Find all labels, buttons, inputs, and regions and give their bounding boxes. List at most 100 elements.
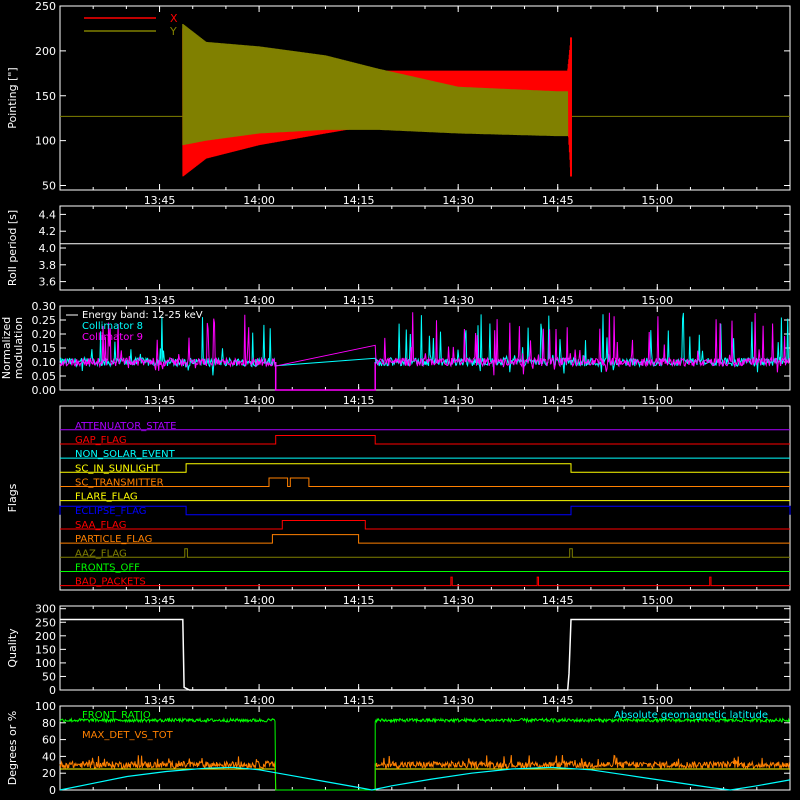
y-tick-label: 0 [49, 684, 56, 697]
y-tick-label: 4.0 [39, 242, 57, 255]
modulation-legend-1: Collimator 8 [82, 321, 143, 332]
panel-0: 13:45 14:00 14:15 14:30 14:45 15:00 50 100 150 20… [6, 0, 791, 207]
y-tick-label: 250 [35, 0, 56, 13]
flag-label-sc_transmitter: SC_TRANSMITTER [75, 477, 164, 488]
y-tick-label: 100 [35, 135, 56, 148]
y-axis-label: modulation [12, 317, 25, 379]
x-tick-label: 14:30 [442, 694, 474, 707]
panel-2: 13:45 14:00 14:15 14:30 14:45 15:000.000.050.… [0, 300, 791, 407]
panel-frame [59, 205, 791, 291]
y-tick-label: 100 [35, 700, 56, 713]
y-axis-label: Quality [6, 628, 19, 668]
modulation-series-0 [59, 312, 790, 376]
y-tick-label: 200 [35, 630, 56, 643]
x-tick-label: 14:00 [243, 194, 275, 207]
panel-4: 13:45 14:00 14:15 14:30 14:45 15:000501001502… [6, 603, 791, 707]
x-tick-label: 14:45 [542, 694, 574, 707]
flag-label-eclipse_flag: ECLIPSE_FLAG [75, 506, 146, 517]
x-tick-label: 15:00 [641, 594, 673, 607]
modulation-legend-0: Energy band: 12-25 keV [82, 310, 203, 321]
degrees-legend-max-det: MAX_DET_VS_TOT [82, 730, 174, 741]
flag-line-eclipse_flag [59, 505, 791, 516]
x-tick-label: 14:00 [243, 394, 275, 407]
x-tick-label: 14:30 [442, 294, 474, 307]
flag-label-sc_in_sunlight: SC_IN_SUNLIGHT [75, 463, 161, 474]
x-tick-label: 14:15 [343, 294, 375, 307]
flag-label-bad_packets: BAD_PACKETS [75, 577, 146, 588]
y-axis-label: Pointing ["] [6, 67, 19, 128]
legend-label-Y: Y [169, 25, 177, 38]
flag-label-flare_flag: FLARE_FLAG [75, 492, 138, 503]
y-tick-label: 200 [35, 45, 56, 58]
y-tick-label: 250 [35, 616, 56, 629]
flag-label-particle_flag: PARTICLE_FLAG [75, 534, 152, 545]
y-tick-label: 0.15 [32, 342, 57, 355]
y-tick-label: 4.2 [39, 225, 57, 238]
panel-3: 13:45 14:00 14:15 14:30 14:45 15:00 Flags ATTEN… [6, 405, 791, 607]
degrees-series-max_det_vs_tot [59, 754, 790, 791]
x-tick-label: 13:45 [144, 194, 176, 207]
y-tick-label: 60 [42, 734, 56, 747]
x-tick-label: 15:00 [641, 394, 673, 407]
x-tick-label: 14:15 [343, 394, 375, 407]
x-tick-label: 14:15 [343, 594, 375, 607]
x-tick-label: 14:00 [243, 594, 275, 607]
legend-label-X: X [170, 12, 178, 25]
flag-line-saa_flag [60, 520, 790, 530]
modulation-gap-line [274, 362, 376, 391]
flag-line-aaz_flag [60, 548, 790, 558]
y-axis-label: Roll period [s] [6, 210, 19, 286]
degrees-legend-geomagnetic: Absolute geomagnetic latitude [614, 710, 768, 721]
x-tick-label: 15:00 [641, 194, 673, 207]
x-tick-label: 14:15 [343, 194, 375, 207]
y-tick-label: 150 [35, 643, 56, 656]
modulation-series-1 [59, 312, 790, 376]
panel-frame [59, 405, 791, 591]
flag-label-fronts_off: FRONTS_OFF [75, 562, 140, 573]
y-tick-label: 0.30 [32, 300, 57, 313]
degrees-geomagnetic-latitude [59, 766, 791, 791]
degrees-legend-front-ratio: FRONT_RATIO [82, 710, 151, 721]
y-tick-label: 0.25 [32, 314, 57, 327]
y-tick-label: 80 [42, 717, 56, 730]
y-tick-label: 0.00 [32, 384, 57, 397]
panel-frame [59, 605, 791, 691]
flag-line-particle_flag [60, 534, 790, 544]
x-tick-label: 14:00 [243, 294, 275, 307]
flag-label-attenuator_state: ATTENUATOR_STATE [75, 421, 176, 432]
y-axis-label: Normalized [0, 317, 13, 379]
y-tick-label: 300 [35, 603, 56, 616]
flag-line-gap_flag [60, 435, 790, 445]
x-tick-label: 14:30 [442, 194, 474, 207]
x-tick-label: 14:00 [243, 694, 275, 707]
y-tick-label: 0 [49, 784, 56, 797]
flag-line-sc_transmitter [60, 477, 790, 487]
y-tick-label: 3.8 [39, 259, 57, 272]
x-tick-label: 15:00 [641, 294, 673, 307]
flag-label-aaz_flag: AAZ_FLAG [75, 548, 127, 559]
pointing-series-Y [182, 23, 569, 146]
y-tick-label: 0.10 [32, 356, 57, 369]
x-tick-label: 13:45 [144, 694, 176, 707]
x-tick-label: 15:00 [641, 694, 673, 707]
x-tick-label: 14:45 [542, 294, 574, 307]
flag-label-saa_flag: SAA_FLAG [75, 520, 126, 531]
y-tick-label: 0.20 [32, 328, 57, 341]
y-tick-label: 50 [42, 670, 56, 683]
panel-5: 0 20 40 60 80 100 Degrees or % FRONT_RATIO MAX_D… [6, 700, 791, 797]
flag-line-bad_packets [60, 576, 790, 587]
modulation-legend-2: Collimator 9 [82, 332, 143, 343]
x-tick-label: 13:45 [144, 394, 176, 407]
y-tick-label: 100 [35, 657, 56, 670]
flag-line-sc_in_sunlight [60, 463, 790, 473]
x-tick-label: 14:15 [343, 694, 375, 707]
x-tick-label: 14:30 [442, 394, 474, 407]
degrees-series-front_ratio [59, 716, 790, 791]
y-tick-label: 0.05 [32, 370, 57, 383]
y-tick-label: 4.4 [39, 208, 57, 221]
flag-label-gap_flag: GAP_FLAG [75, 435, 127, 446]
y-tick-label: 3.6 [39, 276, 57, 289]
y-tick-label: 50 [42, 180, 56, 193]
y-tick-label: 150 [35, 90, 56, 103]
